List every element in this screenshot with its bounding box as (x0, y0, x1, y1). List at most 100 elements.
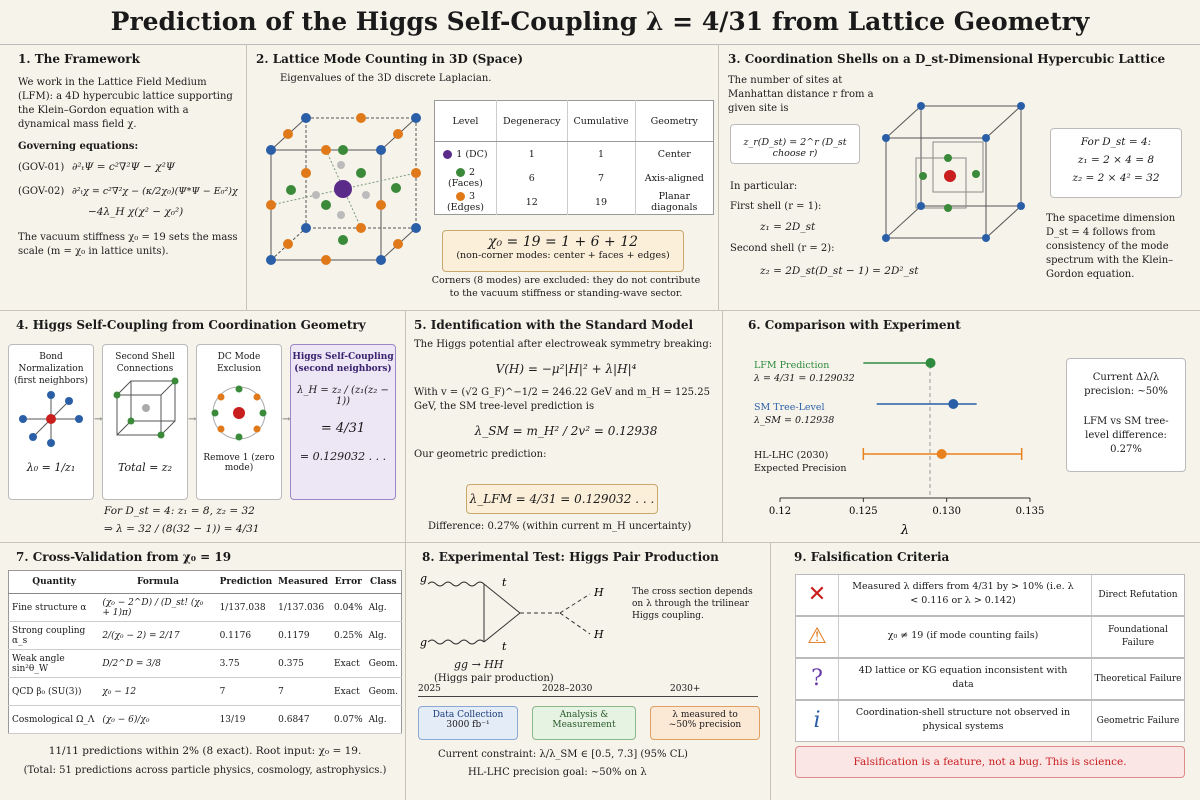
chi0-box: χ₀ = 19 = 1 + 6 + 12 (non-corner modes: … (442, 230, 684, 272)
second-shell: Second shell (r = 2): (730, 243, 835, 254)
panel-cross-validation: 7. Cross-Validation from χ₀ = 19 Quantit… (8, 550, 402, 798)
table-row: QCD β₀ (SU(3)) χ₀ − 12 7 7 Exact Geom. (8, 677, 402, 706)
hypercube-diagram (882, 102, 1025, 242)
table-row: 3 (Edges) 12 19 Planar diagonals (434, 190, 714, 215)
z1-formula: z₁ = 2D_st (760, 221, 816, 233)
precision-goal: HL-LHC precision goal: ~50% on λ (468, 767, 647, 778)
framework-footer: The vacuum stiffness χ₀ = 19 sets the ma… (18, 232, 238, 257)
warning-icon: ⚠ (796, 617, 839, 657)
z1-value: z₁ = 2 × 4 = 8 (1077, 154, 1155, 166)
section-title: 2. Lattice Mode Counting in 3D (Space) (256, 52, 524, 66)
x-tick-label: 0.130 (932, 506, 961, 517)
svg-text:g: g (420, 636, 427, 649)
exp-label-1-name: SM Tree-Level (754, 402, 825, 413)
exp-label-1: λ_SM = 0.12938 (754, 415, 835, 426)
col-cumulative: Cumulative (567, 100, 636, 142)
lambda-decimal: = 0.129032 . . . (299, 450, 387, 463)
lambda-lfm-box: λ_LFM = 4/31 = 0.129032 . . . (466, 484, 658, 514)
panel-framework: 1. The Framework We work in the Lattice … (18, 52, 240, 304)
year-2025: 2025 (418, 684, 441, 694)
section-title: 6. Comparison with Experiment (748, 318, 961, 332)
prediction-summary: 11/11 predictions within 2% (8 exact). R… (48, 745, 362, 757)
col-level: Level (434, 100, 497, 142)
exp-label-0: λ = 4/31 = 0.129032 (754, 373, 855, 384)
higgs-potential: V(H) = −μ²|H|² + λ|H|⁴ (495, 362, 637, 376)
phase-data-collection: Data Collection 3000 fb⁻¹ (418, 706, 518, 740)
cross-section-desc: The cross section depends on λ through t… (632, 587, 753, 621)
dst-values-box: For D_st = 4: z₁ = 2 × 4 = 8 z₂ = 2 × 4²… (1050, 128, 1182, 198)
gov1-label: (GOV-01) (18, 162, 65, 173)
mode-subtitle: Eigenvalues of the 3D discrete Laplacian… (280, 73, 492, 84)
process-note: (Higgs pair production) (434, 673, 554, 684)
cube-lattice-diagram (266, 113, 421, 265)
for-dst-line: For D_st = 4: z₁ = 8, z₂ = 32 (104, 505, 255, 517)
geometric-label: Our geometric prediction: (414, 449, 547, 460)
falsification-banner: Falsification is a feature, not a bug. T… (795, 746, 1185, 778)
chi0-note: (non-corner modes: center + faces + edge… (456, 250, 670, 261)
table-row: 1 (DC) 1 1 Center (434, 141, 714, 166)
panel-standard-model: 5. Identification with the Standard Mode… (414, 318, 718, 540)
dst-note: The spacetime dimension D_st = 4 follows… (1046, 213, 1176, 280)
lambda-sm: λ_SM = m_H² / 2v² = 0.12938 (474, 424, 658, 438)
corners-note: Corners (8 modes) are excluded: they do … (431, 275, 701, 299)
shell-formula-box: z_r(D_st) = 2^r (D_st choose r) (730, 124, 860, 164)
first-shell: First shell (r = 1): (730, 201, 822, 212)
step-dc-exclusion: DC Mode Exclusion Remove 1 (zero mode) (196, 344, 282, 500)
poster-title: Prediction of the Higgs Self-Coupling λ … (0, 0, 1200, 45)
z2-formula: z₂ = 2D_st(D_st − 1) = 2D²_st (760, 265, 919, 277)
mode-table: Level Degeneracy Cumulative Geometry 1 (DC)… (434, 100, 714, 215)
data-point (948, 399, 959, 409)
data-point (936, 449, 947, 459)
section-title: 3. Coordination Shells on a D_st-Dimensi… (728, 52, 1166, 66)
question-icon: ? (796, 659, 839, 699)
cube-diagram (113, 377, 179, 439)
table-row: Strong coupling α_s 2/(χ₀ − 2) = 2/17 0.11… (8, 621, 402, 650)
panel-experimental-test: 8. Experimental Test: Higgs Pair Product… (414, 550, 766, 798)
chi0-equation: χ₀ = 19 = 1 + 6 + 12 (487, 234, 639, 250)
year-2030: 2030+ (670, 684, 701, 694)
difference: Difference: 0.27% (within current m_H un… (428, 521, 692, 532)
process: gg → HH (454, 658, 504, 671)
prediction-total: (Total: 51 predictions across particle p… (23, 765, 387, 776)
svg-text:t: t (502, 576, 507, 589)
cross-validation-table: Quantity Formula Prediction Measured Error Cl… (8, 570, 402, 734)
panel-mode-counting: 2. Lattice Mode Counting in 3D (Space) E… (256, 52, 714, 306)
svg-text:H: H (593, 586, 604, 599)
lambda-lfm: λ_LFM = 4/31 = 0.129032 . . . (469, 492, 655, 506)
exp-label-2: Expected Precision (754, 463, 847, 474)
col-geometry: Geometry (635, 100, 714, 142)
section-title: 1. The Framework (18, 52, 140, 66)
current-constraint: Current constraint: λ/λ_SM ∈ [0.5, 7.3] … (438, 749, 688, 760)
cross-icon: ✕ (796, 575, 839, 615)
section-title: 5. Identification with the Standard Mode… (414, 318, 694, 332)
falsification-row: ⚠ χ₀ ≠ 19 (if mode counting fails) Found… (795, 616, 1185, 658)
lambda-fraction: = 4/31 (320, 421, 366, 436)
panel-coordination-shells: 3. Coordination Shells on a D_st-Dimensi… (728, 52, 1194, 306)
exp-label-0-name: LFM Prediction (754, 360, 830, 371)
table-row: Cosmological Ω_Λ (χ₀ − 6)/χ₀ 13/19 0.6847 0.… (8, 705, 402, 734)
x-tick-label: 0.135 (1016, 506, 1045, 517)
sm-intro: The Higgs potential after electroweak sy… (414, 339, 713, 350)
svg-text:H: H (593, 628, 604, 641)
svg-text:t: t (502, 640, 507, 653)
in-particular: In particular: (730, 181, 798, 192)
svg-text:g: g (420, 572, 427, 585)
panel-comparison: 6. Comparison with Experiment LFM Predic… (730, 318, 1196, 540)
info-icon: i (796, 701, 839, 741)
phase-analysis: Analysis & Measurement (532, 706, 636, 740)
gov2-label: (GOV-02) (18, 186, 65, 197)
falsification-row: i Coordination-shell structure not obser… (795, 700, 1185, 742)
feynman-diagram: g g t t H H (420, 572, 604, 653)
col-degeneracy: Degeneracy (496, 100, 568, 142)
step-second-shell: Second Shell Connections Total = z₂ (102, 344, 188, 500)
difference-info: LFM vs SM tree-level difference: 0.27% (1083, 416, 1169, 455)
year-2028: 2028–2030 (542, 684, 593, 694)
x-axis-label: λ (900, 523, 909, 538)
table-row: 2 (Faces) 6 7 Axis-aligned (434, 166, 714, 190)
table-row: Fine structure α (χ₀ − 2^D) / (D_st! (χ₀ … (8, 593, 402, 622)
framework-intro: We work in the Lattice Field Medium (LFM… (18, 77, 233, 130)
dc-diagram (211, 385, 267, 441)
panel-self-coupling: 4. Higgs Self-Coupling from Coordination… (8, 318, 402, 540)
table-row: Weak angle sin²θ_W D/2^D = 3/8 3.75 0.375 Ex… (8, 649, 402, 678)
